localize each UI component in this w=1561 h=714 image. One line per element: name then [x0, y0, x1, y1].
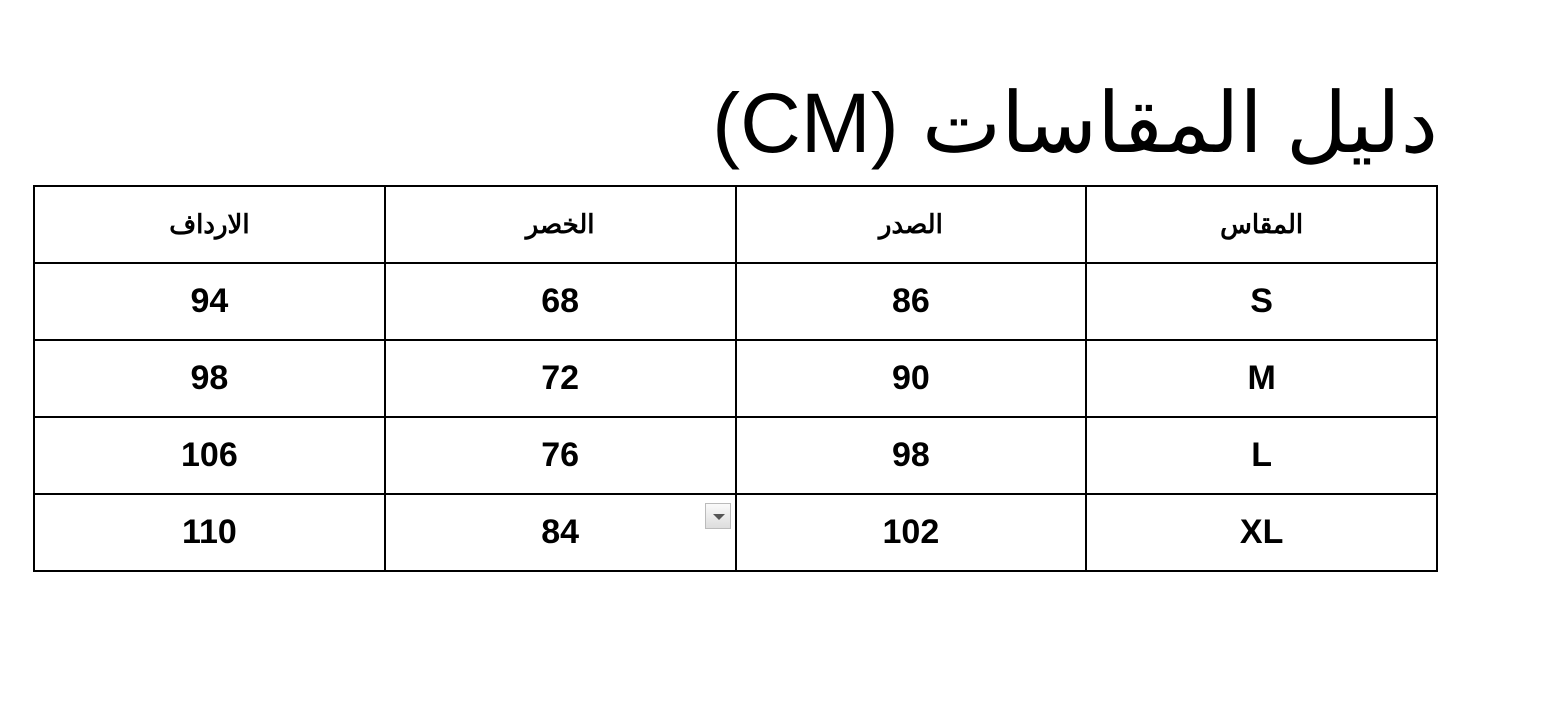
header-chest: الصدر [734, 185, 1088, 264]
header-hips: الارداف [33, 185, 386, 264]
cell-hips: 106 [33, 416, 386, 495]
table-row: M 90 72 98 [33, 339, 1438, 418]
table-row: XL 102 84 110 [33, 493, 1438, 572]
cell-chest: 90 [734, 339, 1088, 418]
cell-size: L [1085, 416, 1438, 495]
cell-chest: 102 [704, 493, 1088, 572]
cell-size: M [1085, 339, 1438, 418]
page-title: دليل المقاسات (CM) [712, 76, 1438, 170]
cell-chest: 98 [734, 416, 1088, 495]
cell-hips: 110 [33, 493, 386, 572]
cell-chest: 86 [734, 262, 1088, 341]
table-row: L 98 76 106 [33, 416, 1438, 495]
cell-size: S [1085, 262, 1438, 341]
cell-waist: 84 [383, 493, 737, 572]
cell-waist: 72 [383, 339, 737, 418]
header-waist: الخصر [383, 185, 737, 264]
table-row: S 86 68 94 [33, 262, 1438, 341]
header-size: المقاس [1085, 185, 1438, 264]
table-header-row: المقاس الصدر الخصر الارداف [33, 185, 1438, 264]
cell-hips: 98 [33, 339, 386, 418]
size-guide-table: المقاس الصدر الخصر الارداف S 86 68 94 M … [33, 185, 1438, 572]
cell-waist: 76 [383, 416, 737, 495]
cell-waist: 68 [383, 262, 737, 341]
cell-chest-value: 102 [882, 513, 940, 551]
cell-hips: 94 [33, 262, 386, 341]
cell-size: XL [1085, 493, 1438, 572]
